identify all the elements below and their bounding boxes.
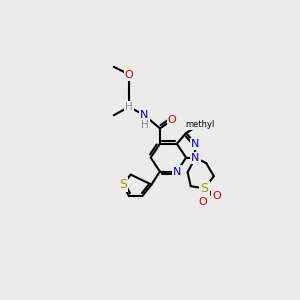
Text: O: O xyxy=(125,70,134,80)
Text: S: S xyxy=(201,182,208,195)
Text: methyl: methyl xyxy=(185,120,214,129)
Text: O: O xyxy=(199,196,207,206)
Text: H: H xyxy=(141,119,148,130)
Text: N: N xyxy=(140,110,149,120)
Text: N: N xyxy=(191,139,200,149)
Text: O: O xyxy=(168,115,177,125)
Text: O: O xyxy=(212,191,221,201)
Text: N: N xyxy=(173,167,181,176)
Text: S: S xyxy=(119,178,127,191)
Text: N: N xyxy=(191,153,200,163)
Text: H: H xyxy=(125,102,133,112)
